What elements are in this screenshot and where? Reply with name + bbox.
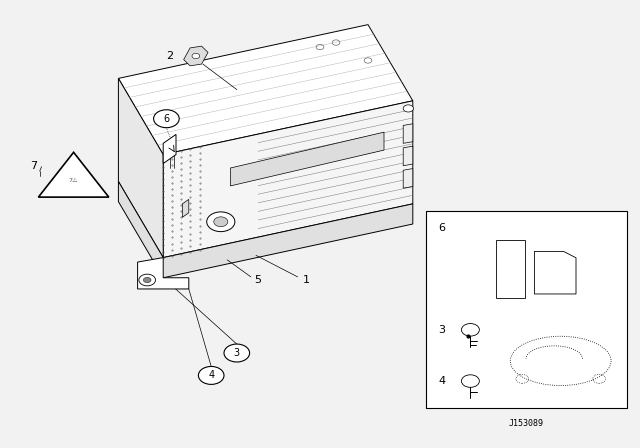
Circle shape bbox=[214, 217, 228, 227]
Polygon shape bbox=[163, 134, 176, 164]
Polygon shape bbox=[118, 78, 163, 258]
Text: 2: 2 bbox=[166, 51, 173, 61]
Text: 6: 6 bbox=[438, 223, 445, 233]
Circle shape bbox=[192, 53, 200, 59]
Circle shape bbox=[154, 110, 179, 128]
Polygon shape bbox=[230, 132, 384, 186]
Polygon shape bbox=[496, 240, 525, 298]
Polygon shape bbox=[184, 46, 208, 66]
Circle shape bbox=[198, 366, 224, 384]
Polygon shape bbox=[163, 101, 413, 258]
Circle shape bbox=[403, 105, 413, 112]
Polygon shape bbox=[403, 168, 413, 188]
Text: 4: 4 bbox=[438, 376, 445, 386]
Circle shape bbox=[461, 375, 479, 388]
Polygon shape bbox=[534, 251, 576, 294]
Polygon shape bbox=[138, 258, 189, 289]
Text: 7⚠: 7⚠ bbox=[68, 178, 79, 183]
Circle shape bbox=[461, 323, 479, 336]
Text: 3: 3 bbox=[438, 325, 445, 335]
Text: 7: 7 bbox=[29, 161, 37, 171]
Circle shape bbox=[224, 344, 250, 362]
Text: 3: 3 bbox=[234, 348, 240, 358]
Polygon shape bbox=[403, 124, 413, 143]
Circle shape bbox=[139, 274, 156, 286]
Text: 1: 1 bbox=[303, 275, 309, 285]
Text: J153089: J153089 bbox=[509, 419, 544, 428]
Circle shape bbox=[207, 212, 235, 232]
Polygon shape bbox=[38, 152, 109, 197]
Text: 4: 4 bbox=[208, 370, 214, 380]
Polygon shape bbox=[182, 199, 189, 217]
Text: 5: 5 bbox=[254, 275, 260, 284]
Polygon shape bbox=[118, 25, 413, 155]
Text: 6: 6 bbox=[163, 114, 170, 124]
Circle shape bbox=[143, 277, 151, 283]
Polygon shape bbox=[403, 146, 413, 166]
Polygon shape bbox=[118, 181, 413, 278]
Bar bbox=[426, 211, 627, 408]
